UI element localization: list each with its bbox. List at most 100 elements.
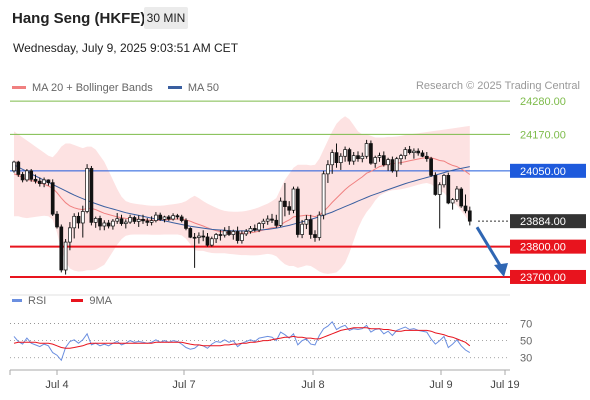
candle-body: [338, 155, 343, 163]
candle-9: [50, 179, 55, 217]
candle-104: [459, 187, 464, 208]
candle-87: [386, 157, 390, 171]
legend-label-rsi: RSI: [28, 294, 47, 307]
level-label-23700: 23700.00: [520, 272, 566, 284]
candle-body: [300, 223, 304, 235]
rsi-layer: 30 50 70: [10, 319, 532, 365]
level-tag-23884: [510, 214, 586, 229]
candle-body: [205, 236, 210, 246]
candle-32: [149, 216, 154, 226]
candle-body: [308, 219, 313, 235]
level-tag-24050: [510, 163, 586, 178]
candle-19: [93, 216, 98, 228]
candle-body: [46, 179, 51, 183]
candle-body: [351, 155, 356, 162]
candle-40: [184, 218, 188, 231]
candle-body: [218, 234, 223, 236]
candle-33: [154, 212, 158, 223]
candle-body: [55, 213, 59, 228]
rsi-tick-50: 50: [520, 336, 532, 348]
candle-8: [46, 179, 51, 186]
candle-body: [115, 218, 120, 222]
candle-70: [313, 230, 317, 242]
candle-82: [364, 139, 369, 159]
level-label-23884: 23884.00: [520, 216, 566, 228]
candle-15: [76, 212, 81, 229]
forecast-arrow-shaft: [475, 226, 503, 268]
candle-body: [222, 230, 227, 236]
candle-11: [59, 224, 64, 273]
candle-22: [106, 219, 111, 229]
candle-body: [321, 173, 326, 216]
candle-48: [218, 229, 223, 241]
candle-body: [235, 231, 240, 241]
candle-78: [347, 147, 352, 165]
candle-62: [278, 197, 283, 227]
candle-body: [136, 218, 141, 222]
candle-61: [274, 214, 279, 228]
candle-body: [25, 170, 29, 181]
candle-body: [141, 218, 145, 222]
candle-91: [403, 147, 408, 160]
candle-16: [80, 205, 85, 238]
candle-body: [171, 215, 175, 220]
candle-89: [394, 156, 399, 177]
candle-body: [446, 175, 451, 204]
candle-body: [158, 214, 163, 220]
candle-body: [304, 219, 309, 225]
candle-body: [201, 235, 206, 238]
candle-body: [420, 152, 425, 157]
rsi-tick-70: 70: [520, 319, 532, 331]
candle-106: [467, 206, 472, 226]
legend-label-rsi-ma: 9MA: [89, 294, 113, 307]
candle-body: [459, 188, 464, 207]
candle-body: [128, 217, 132, 223]
candle-body: [407, 149, 412, 153]
candle-body: [386, 159, 390, 166]
candle-85: [377, 152, 382, 162]
legend-swatch-ma50: [167, 86, 182, 89]
candle-body: [360, 155, 365, 160]
candle-body: [145, 220, 150, 223]
candle-body: [149, 220, 154, 223]
candle-46: [209, 236, 214, 247]
candle-body: [433, 175, 438, 195]
timeframe-badge[interactable]: 30 MIN: [144, 7, 188, 29]
legend-swatch-rsi: [12, 299, 22, 302]
candle-body: [416, 150, 421, 154]
candle-body: [313, 234, 317, 238]
candle-60: [270, 213, 274, 223]
candle-10: [55, 211, 59, 229]
candle-body: [175, 215, 180, 218]
candle-90: [399, 153, 403, 165]
candle-84: [373, 155, 378, 168]
candle-body: [80, 211, 85, 224]
candle-57: [257, 222, 261, 233]
candle-body: [119, 218, 124, 224]
rsi-legend: RSI 9MA: [12, 293, 134, 307]
candle-75: [334, 143, 339, 168]
candle-81: [360, 152, 365, 163]
candle-body: [59, 226, 64, 271]
price-legend: MA 20 + Bollinger Bands MA 50: [12, 80, 231, 94]
candle-59: [265, 215, 270, 225]
candle-102: [450, 198, 455, 210]
candle-body: [102, 222, 107, 227]
candle-37: [171, 213, 175, 221]
candle-body: [390, 159, 395, 172]
candle-3: [25, 169, 29, 182]
candle-body: [89, 168, 94, 223]
legend-item-rsi: RSI: [12, 295, 46, 307]
candle-body: [403, 149, 408, 157]
candle-body: [240, 233, 244, 241]
candle-34: [158, 212, 163, 221]
candle-31: [145, 218, 150, 227]
candle-88: [390, 156, 395, 173]
candle-43: [197, 232, 201, 244]
candle-body: [123, 221, 128, 224]
candle-74: [330, 149, 335, 174]
candle-51: [231, 229, 236, 240]
legend-swatch-rsi-ma: [71, 299, 84, 302]
candle-0: [12, 160, 16, 173]
candle-body: [179, 216, 184, 221]
